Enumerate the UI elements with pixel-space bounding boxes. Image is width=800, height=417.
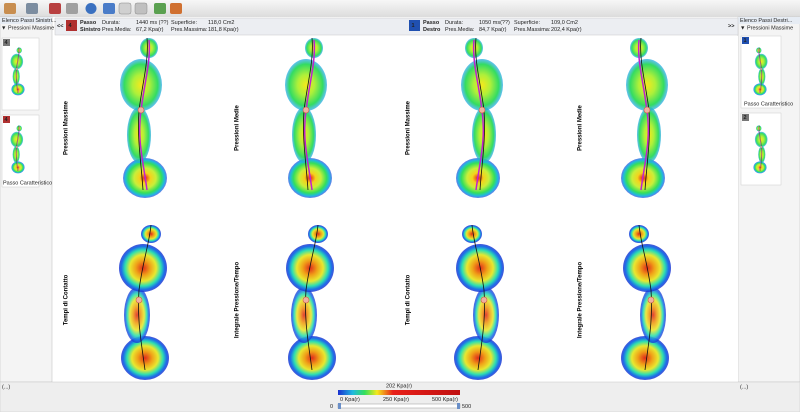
status-text: (...) bbox=[740, 384, 748, 390]
slider-min: 0 bbox=[330, 404, 333, 410]
metric-value: 109,0 Cm2 bbox=[551, 20, 578, 26]
nav-arrow: >> bbox=[728, 23, 734, 29]
step-badge bbox=[3, 116, 10, 123]
step-number: 1 bbox=[744, 38, 747, 44]
tool-button[interactable] bbox=[49, 3, 61, 14]
panel-title: Elenco Passi Sinistri... bbox=[2, 18, 57, 24]
view-label: Integrale Pressione/Tempo bbox=[235, 262, 241, 339]
toolbar bbox=[0, 0, 800, 17]
legend-mid: 250 Kpa(r) bbox=[383, 397, 409, 403]
metric-value: 1440 ms (??) bbox=[136, 20, 169, 26]
view-label: Pressioni Massime bbox=[406, 100, 412, 155]
color-scale bbox=[338, 390, 460, 395]
panel-header bbox=[738, 17, 800, 24]
legend-current: 202 Kpa(r) bbox=[386, 383, 412, 389]
view-label: Pressioni Medie bbox=[235, 104, 241, 150]
metric-label: Superficie: bbox=[514, 20, 540, 26]
status-text: (...) bbox=[2, 384, 10, 390]
step-name: Destro bbox=[423, 27, 441, 33]
step-name: Passo bbox=[423, 20, 440, 26]
metric-value: 202,4 Kpa(r) bbox=[551, 27, 582, 33]
step-label: Passo Caratteristico bbox=[744, 101, 793, 107]
metric-label: Pres.Media: bbox=[102, 27, 132, 33]
metric-value: 84,7 Kpa(r) bbox=[479, 27, 507, 33]
metric-label: Pres.Massima: bbox=[171, 27, 208, 33]
view-label: Tempi di Contatto bbox=[64, 274, 70, 325]
step-badge bbox=[409, 20, 420, 31]
step-name: Passo bbox=[80, 20, 97, 26]
tool-button[interactable] bbox=[170, 3, 182, 14]
panel-header bbox=[0, 17, 52, 24]
view-selector: ▼ Pressioni Massime bbox=[740, 25, 793, 31]
step-number: 2 bbox=[744, 115, 747, 121]
tool-button[interactable] bbox=[154, 3, 166, 14]
legend-min: 0 Kpa(r) bbox=[340, 397, 360, 403]
step-badge bbox=[3, 39, 10, 46]
legend-max: 500 Kpa(r) bbox=[432, 397, 458, 403]
view-label: Integrale Pressione/Tempo bbox=[578, 262, 584, 339]
metric-label: Superficie: bbox=[171, 20, 197, 26]
step-number: 4 bbox=[5, 40, 9, 46]
tool-button[interactable] bbox=[4, 3, 16, 14]
step-number: 4 bbox=[69, 23, 73, 29]
nav-arrow: << bbox=[57, 23, 63, 29]
view-label: Tempi di Contatto bbox=[406, 274, 412, 325]
metric-label: Pres.Massima: bbox=[514, 27, 551, 33]
panel-title: Elenco Passi Destri... bbox=[740, 18, 793, 24]
tool-button[interactable] bbox=[118, 2, 132, 15]
tool-button[interactable] bbox=[26, 3, 38, 14]
step-header bbox=[54, 17, 739, 36]
metric-label: Pres.Media: bbox=[445, 27, 475, 33]
step-name: Sinistro bbox=[80, 27, 101, 33]
step-badge bbox=[66, 20, 77, 31]
range-slider[interactable] bbox=[337, 403, 461, 409]
tool-button[interactable] bbox=[66, 3, 78, 14]
view-label: Pressioni Medie bbox=[578, 104, 584, 150]
metric-value: 181,8 Kpa(r) bbox=[208, 27, 239, 33]
step-number: 4 bbox=[5, 117, 9, 123]
metric-label: Durata: bbox=[102, 20, 121, 26]
view-label: Pressioni Massime bbox=[64, 100, 70, 155]
slider-handle[interactable] bbox=[338, 403, 341, 409]
metric-value: 1050 ms(??) bbox=[479, 20, 510, 26]
metric-value: 118,0 Cm2 bbox=[208, 20, 235, 26]
tool-button[interactable] bbox=[103, 3, 115, 14]
step-number: 1 bbox=[412, 23, 415, 29]
tool-button[interactable] bbox=[134, 2, 148, 15]
metric-value: 67,2 Kpa(r) bbox=[136, 27, 164, 33]
step-badge bbox=[742, 37, 749, 44]
main-view bbox=[55, 36, 738, 382]
slider-handle[interactable] bbox=[457, 403, 460, 409]
view-selector: ▼ Pressioni Massime bbox=[1, 25, 54, 31]
slider-max: 500 bbox=[462, 404, 471, 410]
metric-label: Durata: bbox=[445, 20, 464, 26]
step-label: Passo Caratteristico bbox=[3, 180, 52, 186]
tool-button[interactable] bbox=[85, 3, 97, 14]
step-badge bbox=[742, 114, 749, 121]
toolbar-icons[interactable] bbox=[4, 2, 182, 15]
